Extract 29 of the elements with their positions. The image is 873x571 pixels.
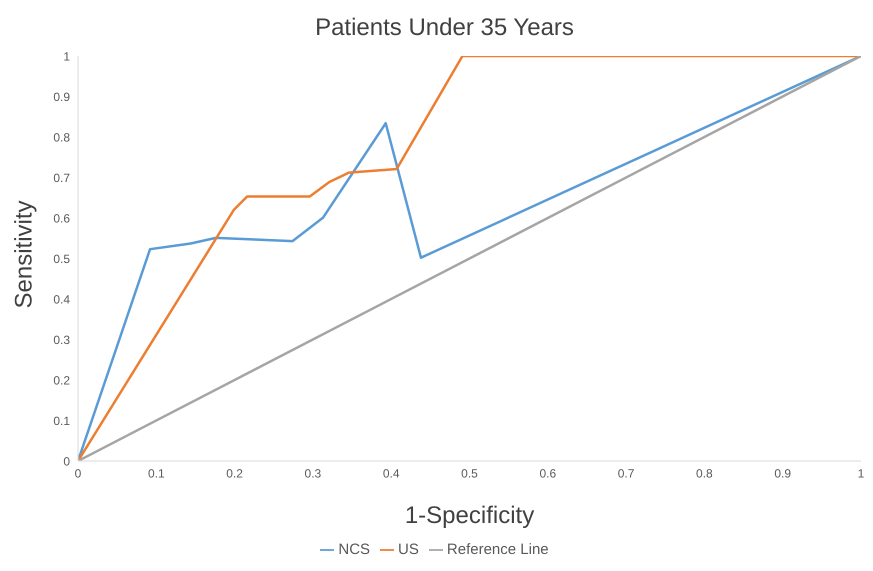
x-tick-label: 0.6 <box>539 466 556 481</box>
x-tick-label: 0.8 <box>696 466 714 481</box>
x-axis-title: 1-Specificity <box>404 502 534 529</box>
y-tick-label: 0.7 <box>53 170 70 185</box>
x-tick-label: 0.9 <box>774 466 792 481</box>
x-tick-label: 1 <box>858 466 865 481</box>
y-tick-label: 0.2 <box>53 373 70 388</box>
legend-label: Reference Line <box>446 541 549 558</box>
x-tick-label: 0.7 <box>618 466 635 481</box>
y-tick-label: 0.5 <box>53 252 70 266</box>
x-tick-label: 0.3 <box>304 466 322 481</box>
y-tick-label: 1 <box>63 49 70 64</box>
x-tick-label: 0.4 <box>382 466 400 481</box>
x-tick-label: 0 <box>74 466 82 481</box>
y-tick-label: 0 <box>63 454 70 468</box>
legend-label: NCS <box>338 541 370 558</box>
y-tick-label: 0.1 <box>53 414 70 428</box>
y-tick-label: 0.9 <box>53 90 70 104</box>
y-tick-label: 0.3 <box>53 332 70 347</box>
x-tick-label: 0.2 <box>226 466 244 481</box>
y-tick-label: 0.4 <box>53 292 70 306</box>
legend-label: US <box>398 541 419 558</box>
x-tick-label: 0.1 <box>148 466 165 481</box>
y-tick-label: 0.6 <box>53 211 70 226</box>
line-series <box>78 56 861 461</box>
y-tick-label: 0.8 <box>53 130 70 144</box>
chart-title: Patients Under 35 Years <box>314 13 575 43</box>
x-tick-label: 0.5 <box>461 466 478 481</box>
y-axis-title: Sensitivity <box>10 200 38 308</box>
